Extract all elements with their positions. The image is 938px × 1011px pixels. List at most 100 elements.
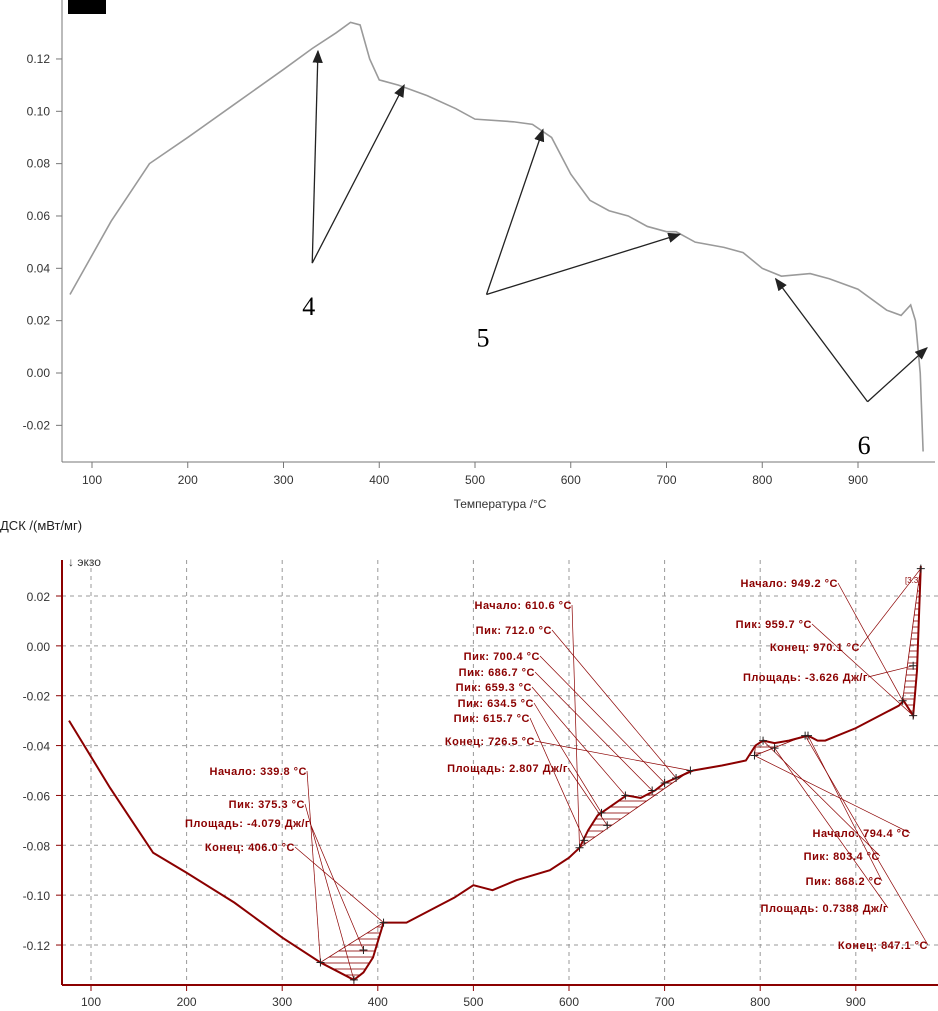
point-marker	[672, 773, 681, 782]
x-tick-label: 500	[465, 473, 485, 487]
annotation-leader-line	[804, 735, 929, 946]
annotation-label: Пик: 615.7 °C	[454, 713, 530, 725]
x-tick-label: 900	[846, 995, 866, 1009]
y-tick-label: -0.08	[23, 839, 51, 853]
annotation-label: Площадь: 2.807 Дж/г	[447, 763, 568, 775]
annotation-label: Пик: 959.7 °C	[736, 619, 812, 631]
dsc-y-axis-label: ДСК /(мВт/мг)	[0, 518, 82, 533]
annotation-leader-line	[571, 604, 580, 848]
annotation-label: Площадь: -3.626 Дж/г	[743, 672, 868, 684]
annotation-label: Пик: 868.2 °C	[806, 876, 882, 888]
point-marker	[801, 731, 810, 740]
point-marker	[580, 836, 589, 845]
annotation-arrow	[311, 49, 323, 264]
annotation-leader-line	[837, 582, 903, 701]
y-tick-label: -0.04	[23, 740, 51, 754]
point-marker	[750, 751, 759, 760]
tg-chart: Температура /°C 100 200 300 400 500 600 700 800…	[23, 0, 935, 511]
y-tick-label: 0.10	[27, 104, 51, 118]
point-marker	[359, 946, 368, 955]
point-marker	[660, 778, 669, 787]
y-tick-label: -0.02	[23, 690, 51, 704]
annotation-label: Конец: 726.5 °C	[445, 736, 535, 748]
y-tick-label: 0.00	[27, 640, 51, 654]
annotation-label: Начало: 339.8 °C	[210, 766, 308, 778]
x-tick-label: 200	[178, 473, 198, 487]
point-marker	[916, 564, 925, 573]
point-marker	[759, 736, 768, 745]
x-tick-label: 500	[463, 995, 483, 1009]
x-tick-label: 400	[368, 995, 388, 1009]
top-x-axis-label: Температура /°C	[454, 497, 547, 511]
point-marker	[621, 791, 630, 800]
point-marker	[770, 744, 779, 753]
annotation-label: Пик: 634.5 °C	[458, 698, 534, 710]
annotation-arrow	[486, 232, 682, 296]
annotation-arrow	[311, 83, 405, 264]
annotation-label: Пик: 700.4 °C	[464, 651, 540, 663]
y-tick-label: 0.00	[27, 366, 51, 380]
point-marker	[909, 661, 918, 670]
annotation-leader-line	[811, 623, 914, 716]
x-tick-label: 800	[752, 473, 772, 487]
y-tick-label: -0.06	[23, 789, 51, 803]
point-marker	[648, 786, 657, 795]
annotation-leader-line	[306, 770, 321, 963]
x-tick-label: 300	[272, 995, 292, 1009]
x-tick-label: 100	[81, 995, 101, 1009]
y-tick-label: -0.12	[23, 939, 51, 953]
annotation-label: Площадь: -4.079 Дж/г	[185, 818, 310, 830]
y-tick-label: -0.02	[23, 418, 51, 432]
annotation-label: Конец: 406.0 °C	[205, 842, 295, 854]
annotation-label: Конец: 847.1 °C	[838, 940, 928, 952]
dsc-chart: ДСК /(мВт/мг) ↓ экзо [3.3] 100 200 300 400 5…	[0, 518, 938, 1009]
x-tick-label: 200	[177, 995, 197, 1009]
annotation-leader-line	[859, 568, 922, 648]
annotation-leader-line	[304, 803, 355, 981]
dsc-curve	[68, 566, 922, 982]
annotation-number: 5	[476, 323, 489, 352]
y-tick-label: 0.12	[27, 52, 51, 66]
annotation-leader-line	[867, 665, 914, 678]
annotation-number: 6	[858, 431, 871, 460]
annotation-label: Пик: 803.4 °C	[804, 851, 880, 863]
point-marker	[349, 975, 358, 984]
annotation-label: Пик: 686.7 °C	[459, 667, 535, 679]
y-tick-label: 0.08	[27, 157, 51, 171]
annotation-arrow	[867, 347, 928, 403]
annotation-arrow	[774, 277, 869, 403]
annotation-label: Пик: 712.0 °C	[476, 625, 552, 637]
x-tick-label: 600	[561, 473, 581, 487]
legend-marker-box	[68, 0, 106, 14]
annotation-leader-line	[567, 767, 608, 826]
annotation-leader-line	[309, 822, 364, 951]
annotation-label: Начало: 949.2 °C	[741, 578, 839, 590]
x-tick-label: 800	[750, 995, 770, 1009]
x-tick-label: 700	[656, 473, 676, 487]
y-tick-label: 0.02	[27, 314, 51, 328]
y-tick-label: 0.02	[27, 590, 51, 604]
point-marker	[909, 711, 918, 720]
range-label: [3.3]	[905, 576, 921, 585]
point-marker	[379, 918, 388, 927]
y-tick-label: 0.06	[27, 209, 51, 223]
x-tick-label: 700	[655, 995, 675, 1009]
annotation-label: Начало: 610.6 °C	[475, 600, 573, 612]
annotation-leader-line	[533, 702, 602, 814]
x-tick-label: 600	[559, 995, 579, 1009]
annotation-leader-line	[294, 846, 384, 923]
point-marker	[603, 821, 612, 830]
point-marker	[575, 843, 584, 852]
x-tick-label: 400	[369, 473, 389, 487]
point-marker	[898, 696, 907, 705]
x-tick-label: 900	[848, 473, 868, 487]
annotation-arrow	[485, 128, 545, 295]
annotation-label: Начало: 794.4 °C	[813, 828, 911, 840]
x-tick-label: 300	[273, 473, 293, 487]
annotation-leader-line	[529, 717, 585, 841]
annotation-label: Пик: 659.3 °C	[456, 682, 532, 694]
annotation-leader-line	[551, 629, 677, 779]
exo-direction-label: ↓ экзо	[68, 555, 101, 569]
y-tick-label: -0.10	[23, 889, 51, 903]
